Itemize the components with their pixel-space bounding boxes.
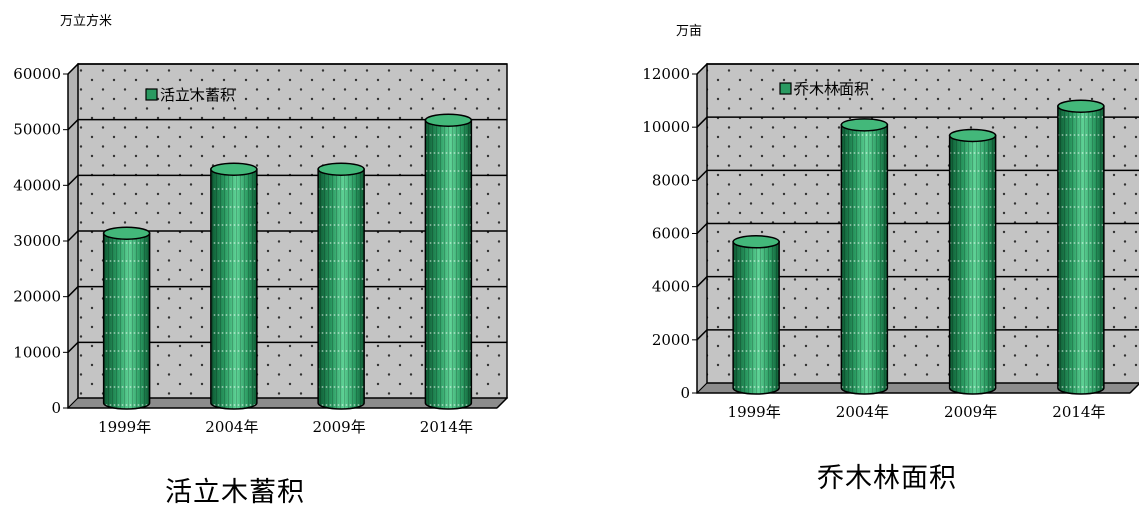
- bar: [732, 235, 780, 395]
- x-tick-label: 2009年: [944, 403, 997, 421]
- bar: [210, 162, 258, 410]
- chart-left: 万立方米 0 10000 20000 30000 40000 50000 60000 1999…: [0, 0, 560, 509]
- chart-right: 万亩 0 2000 4000 6000 8000 10000 12000 1999年 2004年…: [560, 0, 1139, 509]
- bar: [317, 162, 365, 410]
- legend-swatch: [779, 82, 792, 95]
- floor-edge: [496, 397, 508, 409]
- bar-top: [210, 162, 258, 176]
- bar-outline: [424, 119, 473, 410]
- x-tick-label: 2009年: [313, 418, 366, 436]
- legend-swatch: [145, 88, 158, 101]
- y-tick-label: 30000: [13, 232, 61, 250]
- bar-top: [424, 113, 473, 127]
- bar-top: [317, 162, 365, 176]
- x-tick-label: 2014年: [420, 418, 473, 436]
- bar-texture: [733, 241, 780, 395]
- legend: 活立木蓄积: [145, 86, 235, 104]
- bar-texture: [949, 135, 996, 395]
- bar-outline: [1057, 105, 1105, 395]
- chart-right-plot: 0 2000 4000 6000 8000 10000 12000 1999年 2004年 200…: [642, 62, 1139, 421]
- bar-texture: [1057, 106, 1104, 395]
- y-tick-label: 4000: [652, 278, 690, 296]
- chart-left-plot: 0 10000 20000 30000 40000 50000 60000 1999年 2004…: [13, 62, 509, 436]
- bar-texture: [318, 169, 365, 410]
- legend: 乔木林面积: [779, 80, 869, 98]
- unit-label: 万亩: [676, 24, 703, 39]
- y-tick-label: 8000: [652, 171, 690, 189]
- x-tick-label: 2004年: [205, 418, 258, 436]
- y-tick-label: 50000: [13, 121, 61, 139]
- unit-label: 万立方米: [60, 14, 113, 29]
- bar-top: [1057, 99, 1105, 113]
- bar: [102, 226, 151, 410]
- y-tick-label: 6000: [652, 225, 690, 243]
- bar-top: [732, 235, 780, 249]
- y-tick-label: 40000: [13, 176, 61, 194]
- bar-outline: [210, 168, 258, 410]
- bar-texture: [210, 169, 257, 410]
- bar-top: [840, 118, 889, 132]
- bar-outline: [102, 232, 151, 410]
- y-tick-label: 0: [51, 399, 61, 417]
- bar-texture: [425, 120, 472, 410]
- bar-top: [102, 226, 151, 240]
- x-tick-label: 2014年: [1052, 403, 1105, 421]
- back-wall-border: [706, 63, 1139, 384]
- bar: [1057, 99, 1105, 395]
- chart-title: 活立木蓄积: [165, 477, 305, 508]
- legend-label: 活立木蓄积: [160, 86, 235, 104]
- bar-outline: [840, 124, 889, 395]
- y-tick-label: 10000: [642, 118, 690, 136]
- bar-outline: [732, 241, 780, 395]
- bar-top: [948, 128, 997, 143]
- x-tick-label: 2004年: [836, 403, 889, 421]
- bar: [840, 118, 889, 395]
- y-tick-label: 60000: [13, 65, 61, 83]
- y-tick-label: 12000: [642, 65, 690, 83]
- bar: [424, 113, 473, 410]
- back-wall-border: [77, 63, 508, 399]
- y-tick-label: 0: [680, 384, 690, 402]
- bar-outline: [317, 168, 365, 410]
- x-tick-label: 1999年: [98, 418, 151, 436]
- bar-texture: [103, 233, 150, 410]
- bar-outline: [948, 134, 997, 395]
- floor-edge: [1129, 382, 1139, 394]
- bar-texture: [841, 124, 888, 395]
- x-tick-label: 1999年: [728, 403, 781, 421]
- chart-title: 乔木林面积: [817, 463, 957, 494]
- y-tick-label: 10000: [13, 343, 61, 361]
- bar: [948, 128, 997, 395]
- legend-label: 乔木林面积: [794, 80, 869, 98]
- y-tick-label: 2000: [652, 331, 690, 349]
- y-tick-label: 20000: [13, 288, 61, 306]
